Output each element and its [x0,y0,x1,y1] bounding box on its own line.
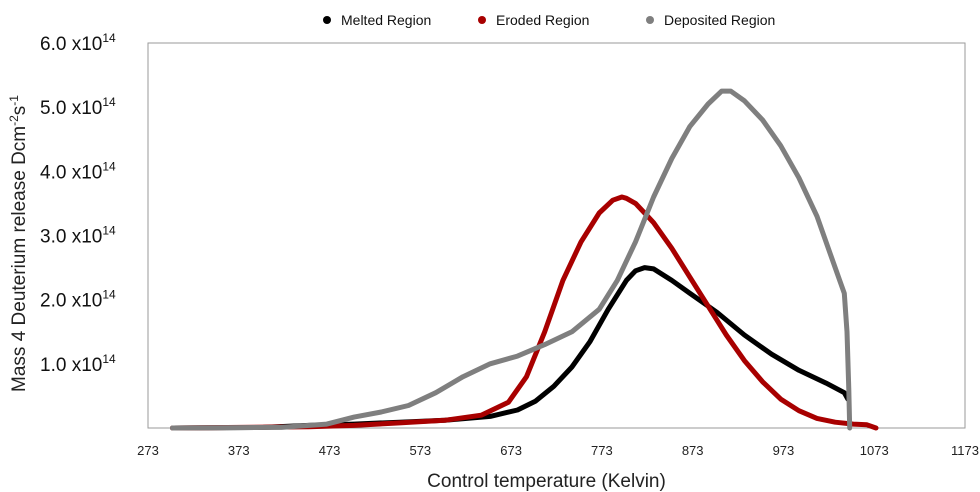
y-axis-title-mid: s [9,106,30,116]
legend-label: Eroded Region [496,12,589,28]
legend-label: Melted Region [341,12,431,28]
y-tick-base: 3.0 x10 [40,227,102,248]
x-tick-label: 873 [682,443,704,458]
series-line-eroded-region [170,194,879,431]
x-tick-label: 1173 [951,443,979,458]
y-tick-label: 5.0 x1014 [40,95,116,119]
legend-label: Deposited Region [664,12,775,28]
y-tick-base: 6.0 x10 [40,34,102,55]
y-tick-base: 4.0 x10 [40,162,102,183]
y-tick-exponent: 14 [102,159,116,173]
y-tick-base: 2.0 x10 [40,291,102,312]
y-tick-label: 3.0 x1014 [40,224,116,248]
y-tick-base: 1.0 x10 [40,355,102,376]
y-tick-exponent: 14 [102,352,116,366]
legend-marker [323,16,331,24]
y-tick-base: 5.0 x10 [40,98,102,119]
x-tick-label: 473 [319,443,341,458]
series-line-deposited-region [170,88,853,431]
y-tick-exponent: 14 [102,224,116,238]
x-tick-label: 1073 [860,443,889,458]
x-tick-label: 673 [500,443,522,458]
y-tick-label: 6.0 x1014 [40,31,116,55]
y-axis-title-sup1: -2 [7,115,21,126]
x-tick-label: 273 [137,443,159,458]
y-tick-label: 4.0 x1014 [40,159,116,183]
y-tick-exponent: 14 [102,31,116,45]
legend-marker [478,16,486,24]
x-tick-label: 973 [773,443,795,458]
y-axis-title-main: Mass 4 Deuterium release Dcm [9,126,30,392]
y-axis-title-sup2: -1 [7,95,21,106]
legend: Melted Region Eroded Region Deposited Regi… [323,12,775,28]
plot-area [147,42,966,429]
y-axis-title: Mass 4 Deuterium release Dcm-2s-1 [7,95,30,392]
y-tick-label: 1.0 x1014 [40,352,116,376]
y-tick-exponent: 14 [102,288,116,302]
x-tick-label: 373 [228,443,250,458]
x-axis-ticks: 273 373 473 573 673 773 873 973 1073 1173 [137,443,979,458]
x-tick-label: 773 [591,443,613,458]
y-tick-exponent: 14 [102,95,116,109]
series-layer [170,88,879,431]
legend-marker [646,16,654,24]
x-axis-title: Control temperature (Kelvin) [427,471,666,492]
x-tick-label: 573 [409,443,431,458]
y-tick-label: 2.0 x1014 [40,288,116,312]
